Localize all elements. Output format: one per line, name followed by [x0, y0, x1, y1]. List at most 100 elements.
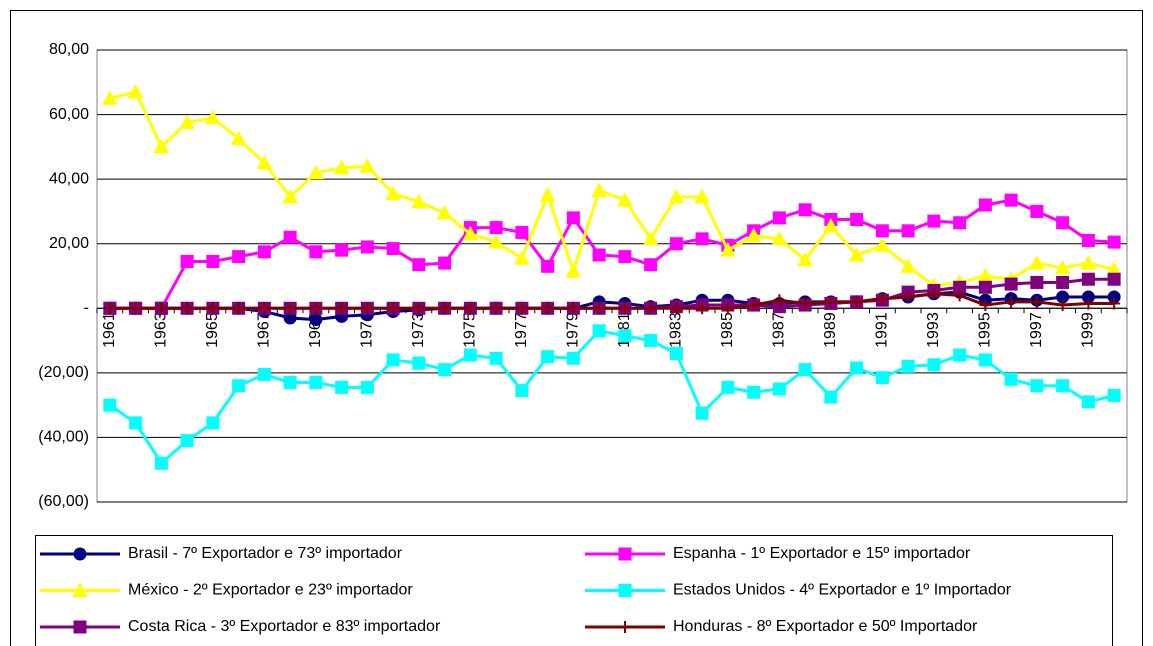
series-marker [978, 198, 992, 212]
x-tick-label: 1965 [204, 312, 221, 348]
series-marker [670, 302, 683, 315]
series-marker [412, 356, 426, 370]
y-tick-label: 80,00 [49, 41, 89, 58]
series-marker [232, 302, 245, 315]
series-marker [102, 90, 118, 105]
series-marker [593, 302, 606, 315]
series-marker [489, 351, 503, 365]
series-marker [567, 302, 580, 315]
series-marker [642, 230, 659, 246]
series-marker [644, 302, 657, 315]
series-marker [1030, 204, 1044, 218]
series-marker [1107, 235, 1121, 249]
legend-marker [618, 547, 632, 561]
series-marker [359, 158, 376, 173]
series-marker [901, 359, 915, 373]
series-marker [850, 295, 863, 308]
series-marker [436, 204, 453, 220]
series-marker [900, 258, 916, 273]
series-marker [155, 302, 168, 315]
legend-marker [72, 582, 88, 597]
series-marker [927, 358, 941, 372]
series-marker [205, 109, 221, 125]
series-marker [1030, 275, 1044, 289]
series-line [109, 198, 1115, 310]
series-marker [592, 248, 606, 262]
series-marker [462, 225, 479, 241]
series-marker [541, 259, 555, 273]
series-marker [799, 297, 812, 310]
x-tick-label: 1991 [874, 312, 891, 348]
series-marker [720, 242, 736, 257]
series-marker [438, 256, 452, 270]
legend-marker [619, 621, 631, 633]
series-marker [309, 245, 323, 259]
series-line [109, 292, 1115, 310]
series-marker [592, 324, 606, 338]
series-marker [103, 302, 116, 315]
series-marker [514, 250, 530, 265]
x-tick-label: 1977 [513, 312, 530, 348]
series-marker [1030, 295, 1043, 308]
series-marker [1108, 297, 1121, 310]
legend-label: Estados Unidos - 4º Exportador e 1º Impo… [673, 582, 1012, 599]
series-marker [309, 313, 323, 327]
series-marker [1004, 193, 1018, 207]
series-marker [463, 348, 477, 362]
series-marker [257, 245, 271, 259]
series-marker [798, 203, 812, 217]
series-marker [360, 240, 374, 254]
series-marker [1004, 277, 1018, 291]
series-marker [386, 242, 400, 256]
series-marker [1054, 259, 1071, 275]
series-marker [308, 164, 324, 180]
x-tick-label: 1989 [822, 312, 839, 348]
series-marker [978, 353, 992, 367]
series-marker [850, 213, 864, 226]
series-marker [901, 224, 915, 238]
legend-label: Costa Rica - 3º Exportador e 83º importa… [128, 618, 441, 635]
series-marker [618, 302, 631, 315]
series-marker [823, 217, 839, 233]
series-marker [412, 258, 426, 272]
x-tick-label: 1961 [101, 312, 118, 348]
series-marker [953, 348, 967, 362]
x-tick-label: 1983 [668, 312, 685, 348]
series-marker [335, 243, 349, 257]
series-marker [824, 390, 838, 404]
series-marker [978, 280, 992, 294]
series-marker [180, 434, 194, 448]
series-marker [206, 254, 220, 268]
series-marker [153, 138, 170, 154]
series-marker [745, 227, 762, 243]
series-marker [1081, 395, 1095, 409]
legend-marker [618, 584, 632, 597]
series-marker [1030, 379, 1044, 393]
series-marker [797, 251, 813, 267]
series-marker [1056, 216, 1070, 230]
series-marker [438, 363, 452, 377]
series-marker [283, 230, 297, 244]
series-marker [103, 398, 117, 412]
y-tick-label: (60,00) [38, 493, 89, 510]
series-marker [257, 367, 271, 381]
x-tick-label: 1995 [977, 312, 994, 348]
series-marker [1107, 272, 1121, 286]
series-marker [565, 263, 582, 278]
series-marker [927, 287, 940, 300]
series-marker [618, 329, 632, 343]
series-marker [335, 380, 349, 394]
y-tick-label: 60,00 [49, 106, 89, 123]
series-marker [668, 188, 685, 204]
x-tick-label: 1999 [1080, 312, 1097, 348]
legend-marker [73, 547, 87, 561]
x-tick-label: 1985 [719, 312, 736, 348]
series-marker [387, 302, 400, 315]
series-marker [902, 290, 915, 303]
series-marker [1107, 388, 1121, 402]
y-tick-label: (20,00) [38, 364, 89, 381]
x-tick-label: 1975 [462, 312, 479, 348]
series-marker [360, 380, 374, 394]
series-line [109, 90, 1115, 288]
series-marker [876, 292, 889, 305]
